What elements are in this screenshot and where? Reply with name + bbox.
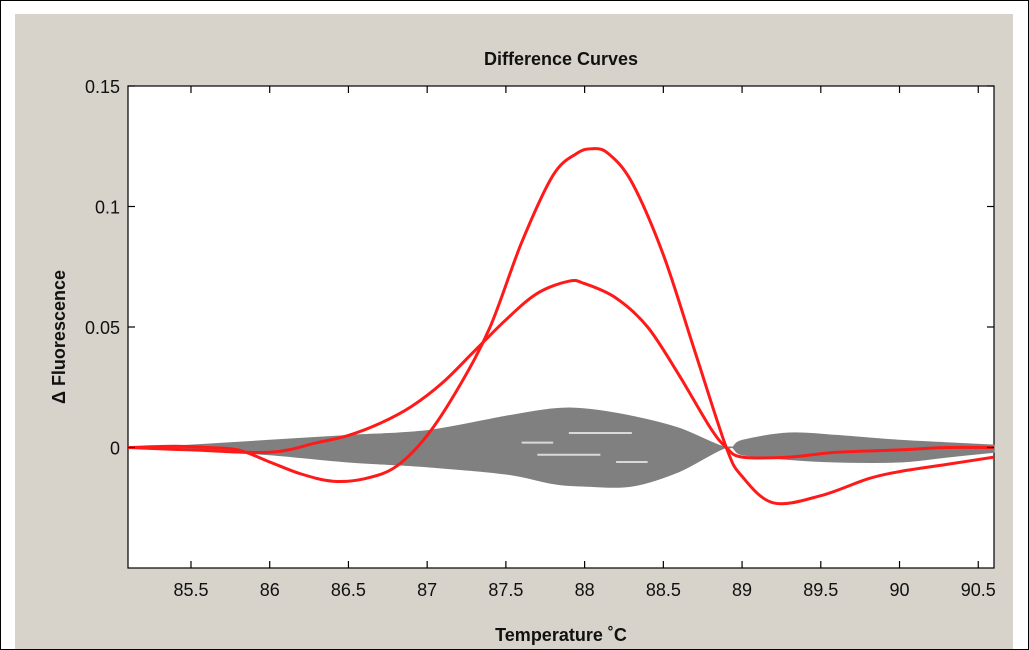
x-tick-label: 85.5 [173,580,208,600]
x-tick-label: 89.5 [803,580,838,600]
y-tick-label: 0.05 [85,318,120,338]
y-tick-label: 0.1 [95,198,120,218]
x-tick-label: 90 [890,580,910,600]
x-tick-label: 90.5 [961,580,996,600]
y-tick-label: 0.15 [85,77,120,97]
tick-layer: 85.5 86 86.5 87 87.5 88 88.5 89 89.5 90 90.5 0 0.05 0… [85,77,996,600]
y-tick-label: 0 [110,439,120,459]
y-axis-label: Δ Fluorescence [49,270,69,404]
red-curve-1 [127,147,995,506]
x-tick-label: 86 [260,580,280,600]
x-axis-label: Temperature ˚C [495,625,627,645]
x-tick-label: 87 [417,580,437,600]
chart-title: Difference Curves [484,49,638,69]
x-tick-label: 88 [575,580,595,600]
x-tick-label: 87.5 [488,580,523,600]
series-layer [127,147,995,506]
x-tick-label: 88.5 [646,580,681,600]
plot-area [127,85,995,569]
x-tick-label: 89 [732,580,752,600]
red-curve-2 [127,279,995,460]
x-tick-label: 86.5 [331,580,366,600]
